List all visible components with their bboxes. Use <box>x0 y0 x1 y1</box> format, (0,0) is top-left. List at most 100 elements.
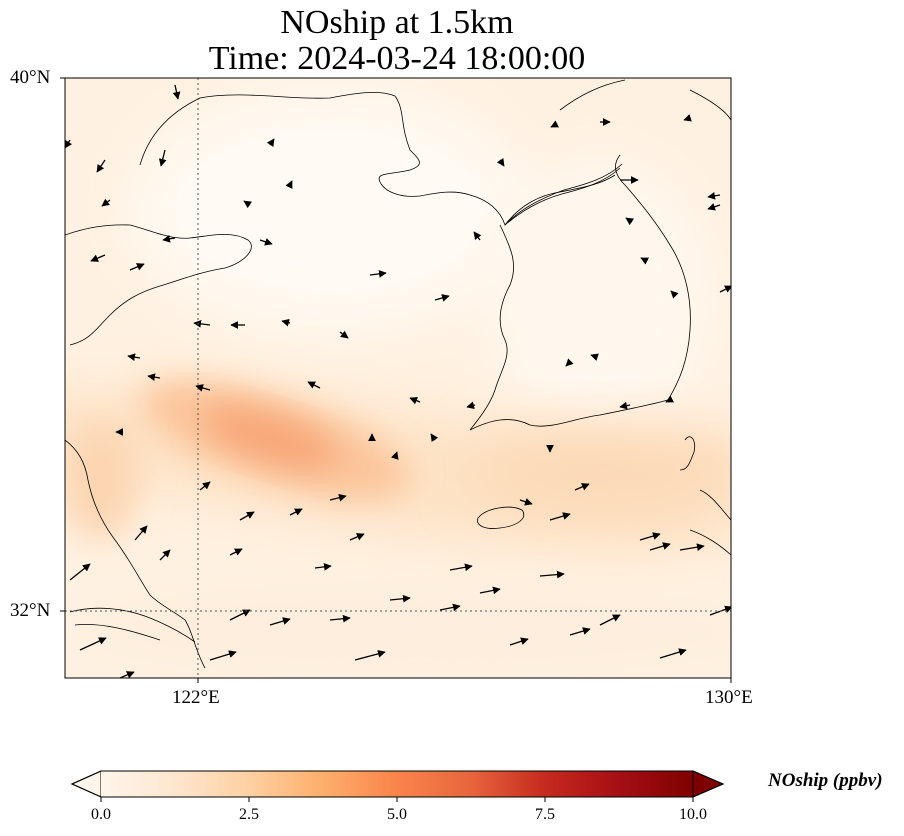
coastline-shandong <box>65 224 252 346</box>
wind-arrow <box>69 563 91 581</box>
wind-arrow <box>329 493 347 502</box>
wind-arrow <box>565 358 574 367</box>
wind-arrow <box>659 648 687 659</box>
wind-arrow <box>329 614 351 623</box>
colorbar-tick-label: 10.0 <box>679 806 707 823</box>
lat-label-40n: 40°N <box>10 67 51 88</box>
wind-arrow <box>539 570 565 579</box>
wind-arrow <box>389 594 411 603</box>
border-china-korea <box>504 163 623 226</box>
wind-arrow <box>147 373 161 382</box>
wind-arrow <box>199 481 211 491</box>
wind-arrow <box>127 353 141 362</box>
map-subtitle-time: Time: 2024-03-24 18:00:00 <box>208 40 586 77</box>
coastline-bohai <box>139 91 471 197</box>
wind-arrow <box>101 198 111 207</box>
colorbar-extend-high <box>692 770 725 798</box>
wind-arrow <box>339 330 349 339</box>
map-title: NOship at 1.5km <box>280 4 514 41</box>
colorbar-label: NOship (ppbv) <box>768 770 883 791</box>
wind-arrow <box>665 395 675 403</box>
wind-arrow <box>569 627 591 636</box>
wind-arrow <box>266 138 275 148</box>
coastline-yangtze <box>69 607 196 643</box>
wind-arrow <box>549 512 571 521</box>
wind-arrow <box>193 320 211 328</box>
wind-arrow <box>243 200 253 209</box>
wind-arrow <box>90 254 106 262</box>
wind-arrow <box>172 84 181 100</box>
wind-arrow <box>349 533 365 541</box>
wind-arrow <box>649 542 671 551</box>
wind-arrow <box>391 451 399 460</box>
wind-arrow <box>354 650 386 661</box>
colorbar-tick-label: 0.0 <box>91 806 111 823</box>
wind-arrow <box>307 381 321 389</box>
wind-arrow <box>683 114 692 122</box>
wind-arrow <box>550 120 560 128</box>
wind-arrow <box>449 563 473 572</box>
coastline-korea-west <box>469 224 515 431</box>
colorbar-gradient <box>101 771 693 797</box>
wind-arrow <box>599 614 621 626</box>
concentration-field <box>65 78 731 678</box>
wind-arrow <box>259 238 273 246</box>
wind-arrow <box>369 270 387 278</box>
wind-arrow <box>619 401 631 410</box>
wind-arrow <box>209 650 237 661</box>
wind-arrow <box>239 511 255 521</box>
map-frame-border <box>64 77 732 679</box>
wind-arrow <box>466 401 476 410</box>
wind-arrow <box>96 159 106 173</box>
wind-arrow <box>158 149 167 167</box>
wind-arrow <box>574 483 590 491</box>
wind-arrow <box>707 203 721 211</box>
lon-label-122e: 122°E <box>172 687 220 708</box>
wind-arrow <box>269 617 291 626</box>
wind-vectors <box>65 84 731 678</box>
wind-arrow <box>519 498 533 506</box>
wind-arrow <box>229 609 251 621</box>
wind-arrow <box>496 157 505 167</box>
wind-arrow <box>590 353 599 361</box>
wind-arrow <box>409 396 421 405</box>
colorbar-tick-label: 5.0 <box>387 806 407 823</box>
wind-arrow <box>195 384 211 392</box>
wind-arrow <box>430 433 439 443</box>
wind-arrow <box>509 637 529 646</box>
wind-arrow <box>434 294 450 302</box>
wind-arrow <box>625 217 635 226</box>
wind-arrow <box>229 548 243 556</box>
colorbar-tick-label: 7.5 <box>535 806 555 823</box>
lon-label-130e: 130°E <box>705 687 753 708</box>
coastline-korea-east <box>615 154 691 401</box>
wind-arrow <box>65 139 73 149</box>
wind-arrow <box>719 285 731 293</box>
wind-arrow <box>289 508 303 516</box>
wind-arrow <box>159 549 171 561</box>
wind-arrow <box>473 231 482 241</box>
wind-arrow <box>707 191 721 200</box>
coastline-korea-south <box>469 399 669 431</box>
wind-arrow <box>639 532 661 541</box>
wind-arrow <box>79 637 107 651</box>
wind-arrow <box>129 263 145 271</box>
coastline-japan <box>679 436 731 556</box>
wind-arrow <box>314 563 332 571</box>
wind-arrow <box>439 603 461 612</box>
wind-arrow <box>119 671 135 678</box>
wind-arrow <box>285 180 293 190</box>
coastline-jeju <box>477 506 525 529</box>
wind-arrow <box>670 290 679 299</box>
wind-arrow <box>134 525 148 541</box>
colorbar-extend-low <box>70 770 102 798</box>
colorbar <box>70 770 725 802</box>
wind-arrow <box>679 543 705 552</box>
lat-label-32n: 32°N <box>10 600 51 621</box>
wind-arrow <box>281 318 291 327</box>
tick-marks <box>60 77 732 683</box>
colorbar-tick-label: 2.5 <box>239 806 259 823</box>
wind-arrow <box>162 234 176 243</box>
gridlines <box>65 78 731 678</box>
